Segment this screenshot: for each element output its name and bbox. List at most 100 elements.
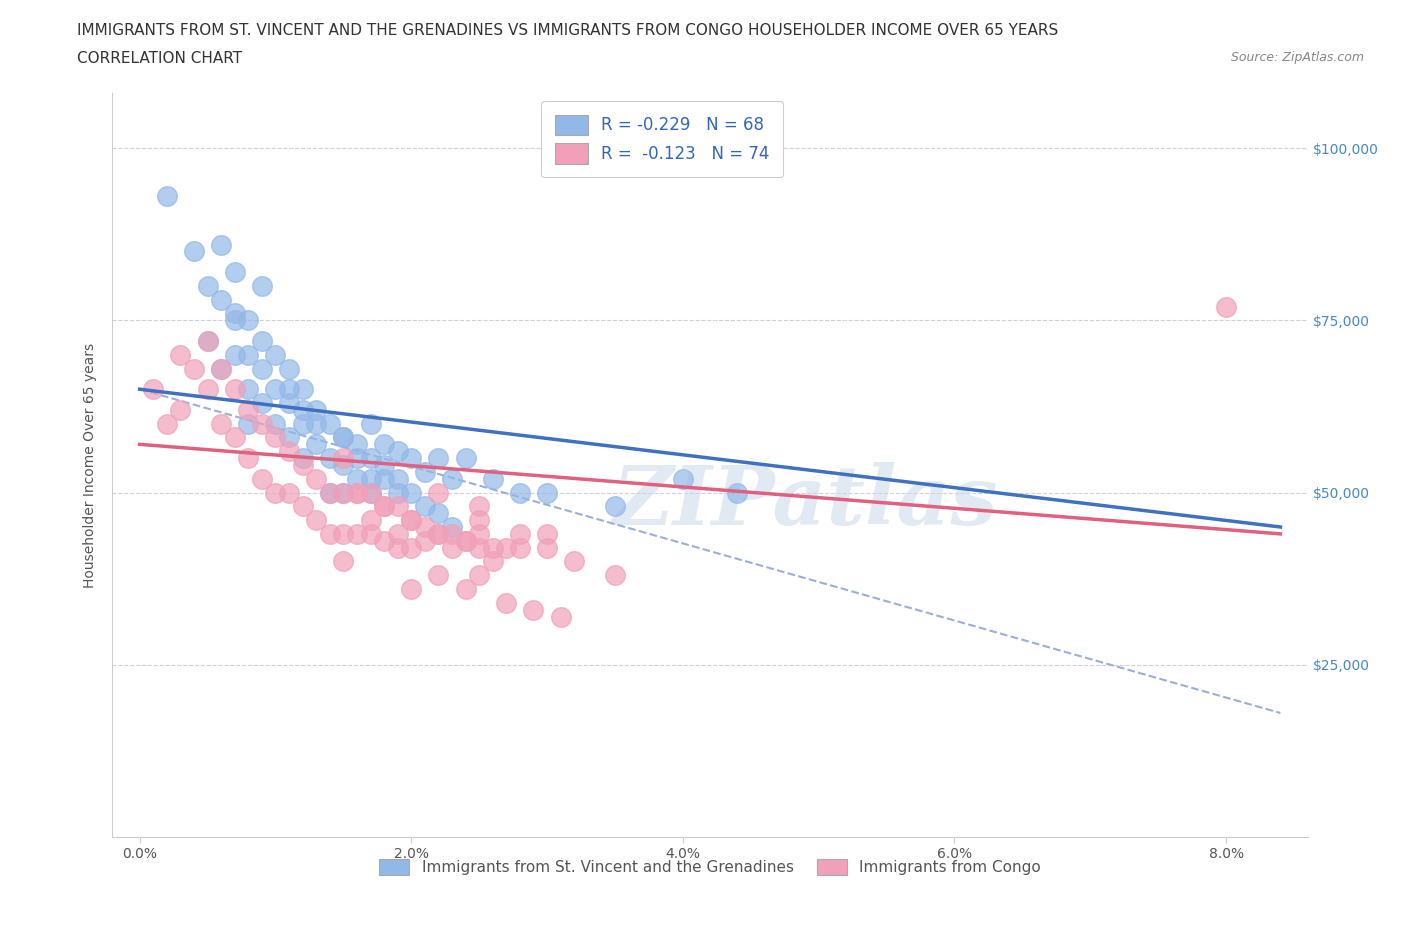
- Point: [319, 451, 342, 466]
- Point: [264, 485, 287, 500]
- Point: [238, 451, 260, 466]
- Point: [346, 472, 368, 486]
- Point: [197, 334, 219, 349]
- Point: [401, 451, 423, 466]
- Point: [509, 540, 531, 555]
- Point: [603, 498, 626, 513]
- Point: [250, 278, 273, 293]
- Point: [305, 472, 328, 486]
- Point: [291, 458, 314, 472]
- Point: [603, 568, 626, 583]
- Point: [238, 417, 260, 432]
- Point: [454, 581, 477, 596]
- Point: [278, 361, 301, 376]
- Point: [509, 485, 531, 500]
- Point: [509, 526, 531, 541]
- Point: [387, 498, 409, 513]
- Point: [481, 554, 503, 569]
- Point: [360, 485, 382, 500]
- Point: [387, 444, 409, 458]
- Point: [209, 417, 232, 432]
- Point: [373, 498, 395, 513]
- Point: [360, 451, 382, 466]
- Point: [401, 485, 423, 500]
- Point: [413, 498, 436, 513]
- Point: [197, 278, 219, 293]
- Point: [536, 540, 558, 555]
- Point: [401, 512, 423, 527]
- Point: [305, 403, 328, 418]
- Point: [250, 472, 273, 486]
- Point: [387, 485, 409, 500]
- Point: [427, 485, 450, 500]
- Point: [360, 526, 382, 541]
- Point: [291, 403, 314, 418]
- Point: [278, 382, 301, 397]
- Point: [440, 526, 463, 541]
- Point: [238, 382, 260, 397]
- Point: [427, 568, 450, 583]
- Point: [427, 506, 450, 521]
- Point: [360, 417, 382, 432]
- Point: [224, 306, 246, 321]
- Point: [468, 512, 491, 527]
- Point: [209, 361, 232, 376]
- Point: [264, 430, 287, 445]
- Point: [209, 292, 232, 307]
- Point: [413, 520, 436, 535]
- Point: [278, 444, 301, 458]
- Point: [224, 430, 246, 445]
- Point: [183, 361, 205, 376]
- Point: [427, 526, 450, 541]
- Point: [319, 485, 342, 500]
- Point: [224, 347, 246, 362]
- Text: Source: ZipAtlas.com: Source: ZipAtlas.com: [1230, 51, 1364, 64]
- Point: [278, 395, 301, 410]
- Point: [562, 554, 585, 569]
- Point: [346, 485, 368, 500]
- Point: [401, 581, 423, 596]
- Point: [360, 472, 382, 486]
- Point: [536, 485, 558, 500]
- Point: [332, 554, 354, 569]
- Point: [346, 485, 368, 500]
- Point: [413, 533, 436, 548]
- Y-axis label: Householder Income Over 65 years: Householder Income Over 65 years: [83, 342, 97, 588]
- Point: [440, 520, 463, 535]
- Point: [238, 312, 260, 327]
- Point: [1215, 299, 1237, 314]
- Point: [360, 512, 382, 527]
- Point: [169, 347, 191, 362]
- Point: [332, 485, 354, 500]
- Legend: Immigrants from St. Vincent and the Grenadines, Immigrants from Congo: Immigrants from St. Vincent and the Gren…: [373, 853, 1047, 882]
- Point: [238, 347, 260, 362]
- Point: [454, 451, 477, 466]
- Point: [440, 540, 463, 555]
- Point: [250, 361, 273, 376]
- Point: [373, 498, 395, 513]
- Point: [264, 347, 287, 362]
- Point: [346, 526, 368, 541]
- Point: [264, 382, 287, 397]
- Point: [725, 485, 748, 500]
- Point: [468, 568, 491, 583]
- Point: [401, 540, 423, 555]
- Point: [319, 485, 342, 500]
- Point: [278, 485, 301, 500]
- Point: [291, 417, 314, 432]
- Point: [169, 403, 191, 418]
- Point: [319, 526, 342, 541]
- Point: [468, 526, 491, 541]
- Point: [291, 382, 314, 397]
- Point: [224, 312, 246, 327]
- Point: [142, 382, 165, 397]
- Point: [250, 417, 273, 432]
- Point: [387, 526, 409, 541]
- Point: [291, 498, 314, 513]
- Point: [522, 603, 544, 618]
- Point: [413, 464, 436, 479]
- Point: [481, 540, 503, 555]
- Point: [197, 382, 219, 397]
- Text: ZIPatlas: ZIPatlas: [613, 462, 998, 542]
- Point: [401, 512, 423, 527]
